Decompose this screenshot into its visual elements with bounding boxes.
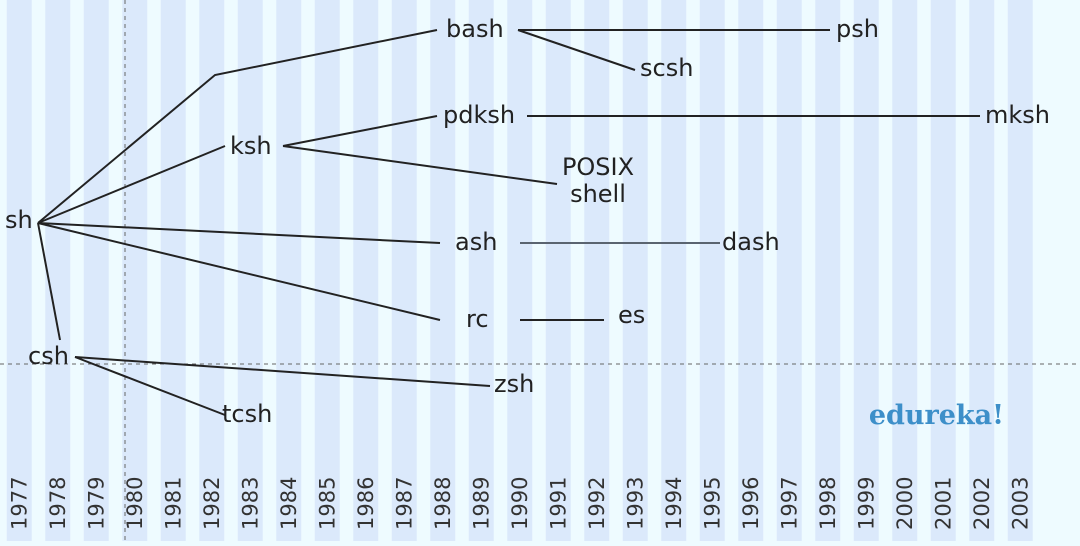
year-stripe-1982 xyxy=(199,0,225,541)
node-posix-shell-line2: shell xyxy=(570,180,626,208)
year-label-1981: 1981 xyxy=(161,477,185,530)
year-label-1999: 1999 xyxy=(854,477,878,530)
year-stripe-1981 xyxy=(160,0,186,541)
year-stripe-1978 xyxy=(45,0,71,541)
node-sh: sh xyxy=(5,206,33,234)
year-stripe-1994 xyxy=(661,0,687,541)
shell-labels: sh csh tcsh bash psh scsh ksh pdksh mksh… xyxy=(5,15,1050,428)
year-label-1990: 1990 xyxy=(508,477,532,530)
year-label-1989: 1989 xyxy=(469,477,493,530)
edge-sh-ash xyxy=(37,222,441,244)
edge-sh-csh xyxy=(37,222,61,341)
edge-bash-scsh xyxy=(517,29,636,71)
year-label-1982: 1982 xyxy=(200,477,224,530)
node-scsh: scsh xyxy=(640,54,693,82)
year-stripe-1980 xyxy=(122,0,148,541)
year-label-1984: 1984 xyxy=(277,477,301,530)
year-stripe-1984 xyxy=(276,0,302,541)
year-label-1997: 1997 xyxy=(777,477,801,530)
year-label-1996: 1996 xyxy=(739,477,763,530)
year-stripe-2002 xyxy=(969,0,995,541)
year-stripe-1992 xyxy=(584,0,610,541)
year-label-1980: 1980 xyxy=(123,477,147,530)
year-stripe-1985 xyxy=(314,0,340,541)
node-pdksh: pdksh xyxy=(443,101,515,129)
year-stripe-1991 xyxy=(545,0,571,541)
year-stripe-1998 xyxy=(815,0,841,541)
year-stripe-1988 xyxy=(430,0,456,541)
year-label-1978: 1978 xyxy=(46,477,70,530)
node-rc: rc xyxy=(466,305,489,333)
year-label-1985: 1985 xyxy=(315,477,339,530)
year-label-1992: 1992 xyxy=(585,477,609,530)
year-stripe-2003 xyxy=(1007,0,1033,541)
year-axis-labels: 1977 1978 1979 1980 1981 1982 1983 1984 1985 1986… xyxy=(7,477,1032,530)
year-stripe-2000 xyxy=(892,0,918,541)
year-stripe-1995 xyxy=(699,0,725,541)
node-zsh: zsh xyxy=(494,370,534,398)
year-stripe-1986 xyxy=(353,0,379,541)
year-label-1986: 1986 xyxy=(354,477,378,530)
node-ksh: ksh xyxy=(230,132,272,160)
node-dash: dash xyxy=(722,228,780,256)
year-label-2002: 2002 xyxy=(970,477,994,530)
year-stripe-1993 xyxy=(622,0,648,541)
year-label-1995: 1995 xyxy=(700,477,724,530)
year-label-2000: 2000 xyxy=(893,477,917,530)
year-stripe-1989 xyxy=(468,0,494,541)
node-posix-shell-line1: POSIX xyxy=(562,153,634,181)
node-csh: csh xyxy=(28,342,69,370)
year-label-1998: 1998 xyxy=(816,477,840,530)
edge-sh-ksh xyxy=(37,145,226,224)
year-label-1993: 1993 xyxy=(623,477,647,530)
year-stripe-1987 xyxy=(391,0,417,541)
year-label-1994: 1994 xyxy=(662,477,686,530)
year-stripe-1983 xyxy=(237,0,263,541)
edge-csh-tcsh xyxy=(74,356,226,416)
edureka-logo: edureka! xyxy=(869,400,1004,431)
year-label-1979: 1979 xyxy=(84,477,108,530)
year-stripe-1996 xyxy=(738,0,764,541)
year-stripes xyxy=(6,0,1033,541)
edge-sh-rc xyxy=(37,222,441,321)
connector-lines xyxy=(37,29,980,416)
edge-ksh-pdksh xyxy=(282,115,438,147)
edge-sh-bash xyxy=(37,29,438,224)
year-label-1991: 1991 xyxy=(546,477,570,530)
year-stripe-2001 xyxy=(930,0,956,541)
year-label-2001: 2001 xyxy=(931,477,955,530)
year-label-1987: 1987 xyxy=(392,477,416,530)
node-mksh: mksh xyxy=(985,101,1050,129)
year-stripe-1977 xyxy=(6,0,32,541)
year-stripe-1979 xyxy=(83,0,109,541)
year-stripe-1997 xyxy=(776,0,802,541)
year-label-1977: 1977 xyxy=(7,477,31,530)
year-stripe-1999 xyxy=(853,0,879,541)
node-tcsh: tcsh xyxy=(222,400,272,428)
year-label-2003: 2003 xyxy=(1008,477,1032,530)
year-label-1983: 1983 xyxy=(238,477,262,530)
edge-ksh-posix xyxy=(282,145,558,185)
node-psh: psh xyxy=(836,15,879,43)
edge-csh-zsh xyxy=(74,356,491,387)
node-bash: bash xyxy=(446,15,504,43)
year-label-1988: 1988 xyxy=(431,477,455,530)
year-stripe-1990 xyxy=(507,0,533,541)
node-ash: ash xyxy=(455,228,497,256)
node-es: es xyxy=(618,301,645,329)
